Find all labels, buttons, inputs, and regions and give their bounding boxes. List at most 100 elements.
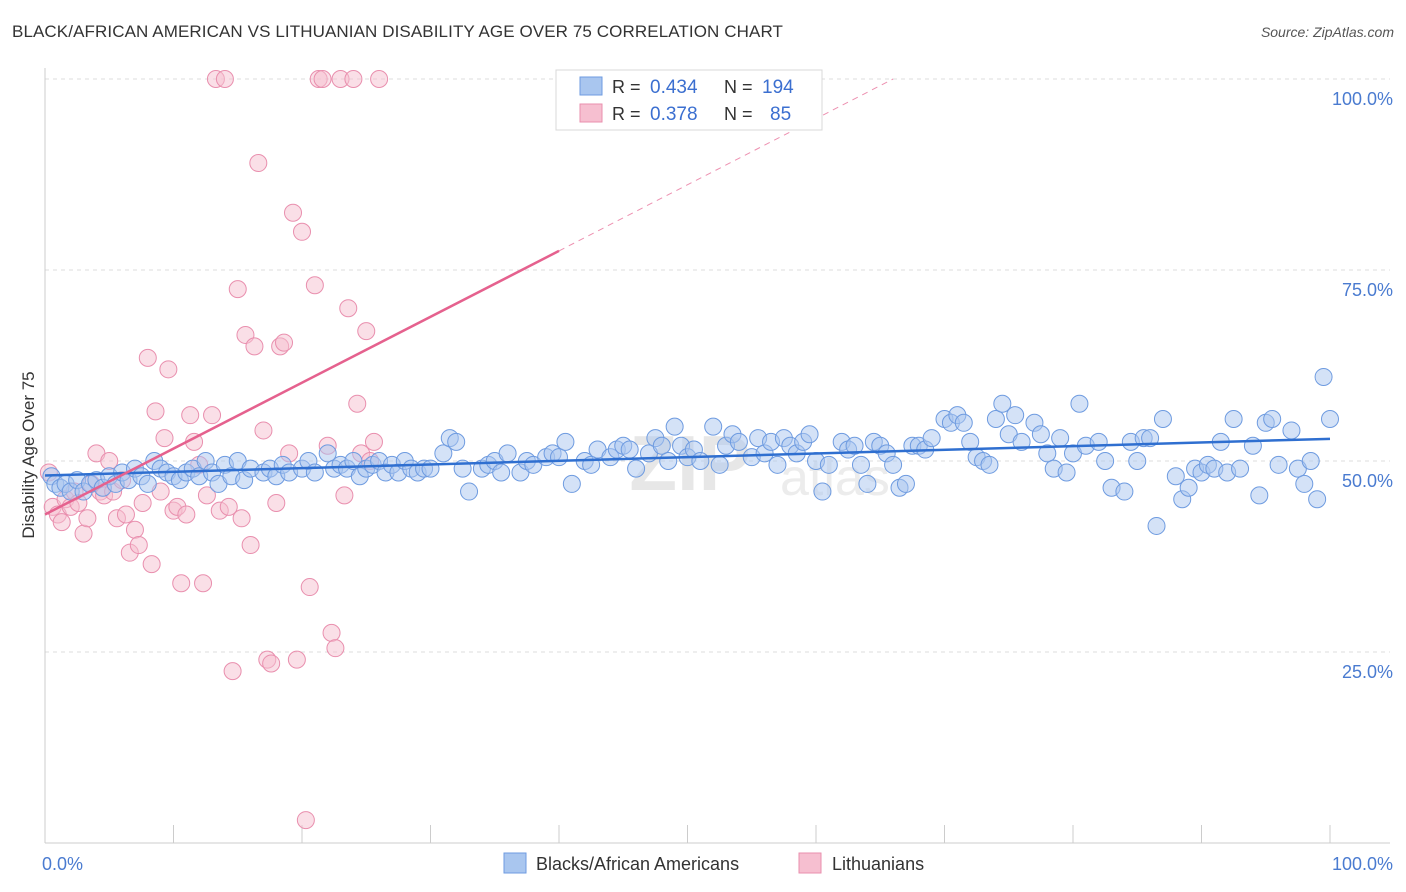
data-point: [1012, 432, 1031, 451]
data-point: [249, 154, 268, 173]
legend-blue-n-label: N =: [724, 77, 753, 97]
data-point: [1031, 425, 1050, 444]
data-point: [659, 452, 678, 470]
data-point: [768, 455, 787, 474]
data-point: [691, 452, 710, 470]
data-point: [322, 623, 341, 642]
data-point: [986, 409, 1005, 428]
data-point: [710, 455, 729, 474]
data-point: [1179, 478, 1198, 497]
data-point: [138, 474, 157, 493]
data-point: [1153, 409, 1172, 428]
data-point: [627, 459, 646, 478]
data-point: [348, 394, 367, 413]
bottom-legend-blue-swatch: [503, 852, 527, 874]
data-point: [550, 448, 568, 467]
data-point: [203, 406, 222, 425]
bottom-legend-pink-swatch: [798, 852, 822, 874]
data-point: [1096, 452, 1115, 470]
data-point: [262, 654, 281, 673]
data-point: [74, 524, 93, 543]
bottom-legend-pink-label: Lithuanians: [832, 854, 924, 874]
data-point: [1269, 455, 1288, 474]
data-point: [194, 574, 213, 593]
data-point: [896, 474, 915, 493]
x-tick-labels: 0.0% 100.0%: [42, 854, 1393, 874]
data-point: [447, 432, 466, 451]
data-point: [1128, 452, 1147, 470]
data-point: [1051, 429, 1070, 448]
data-point: [197, 486, 216, 505]
y-tick-labels: 25.0% 50.0% 75.0% 100.0%: [1332, 89, 1393, 682]
data-point: [1263, 409, 1282, 428]
data-point: [858, 474, 877, 493]
data-point: [172, 574, 191, 593]
data-point: [125, 520, 144, 539]
data-point: [1224, 409, 1243, 428]
data-point: [357, 322, 376, 341]
data-point: [219, 497, 238, 516]
data-point: [245, 337, 264, 356]
data-point: [1115, 482, 1134, 501]
data-point: [228, 280, 247, 299]
data-point: [215, 70, 234, 88]
data-point: [980, 455, 999, 474]
data-point: [318, 444, 337, 463]
blue-trend-line: [44, 437, 1331, 477]
data-point: [1301, 452, 1320, 470]
data-point: [1038, 444, 1057, 463]
data-point: [267, 494, 286, 513]
legend-box: R = 0.434 N = 194 R = 0.378 N = 85: [555, 69, 823, 131]
data-point: [1166, 467, 1185, 486]
data-point: [1295, 474, 1314, 493]
data-point: [954, 413, 973, 432]
data-point: [138, 348, 157, 367]
chart-title: BLACK/AFRICAN AMERICAN VS LITHUANIAN DIS…: [12, 22, 783, 41]
data-point: [142, 555, 161, 574]
data-point: [993, 394, 1012, 413]
data-point: [159, 360, 178, 379]
y-tick-label: 25.0%: [1342, 662, 1393, 682]
data-point: [116, 505, 135, 524]
data-point: [851, 455, 870, 474]
data-point: [232, 509, 251, 528]
grid-lines: [45, 78, 1390, 653]
data-point: [287, 650, 306, 669]
y-tick-label: 75.0%: [1342, 280, 1393, 300]
data-point: [133, 494, 152, 513]
data-point: [922, 429, 941, 448]
data-point: [1308, 490, 1327, 509]
data-point: [223, 662, 242, 681]
data-point: [275, 333, 294, 352]
data-point: [1070, 394, 1089, 413]
data-point: [370, 70, 389, 88]
blacks-points: [42, 367, 1339, 535]
data-point: [335, 486, 354, 505]
data-point: [961, 432, 980, 451]
trend-lines: [44, 78, 1331, 516]
data-point: [620, 440, 639, 459]
data-point: [729, 432, 748, 451]
y-tick-label: 50.0%: [1342, 471, 1393, 491]
bottom-legend-blue-label: Blacks/African Americans: [536, 854, 739, 874]
pink-trend-extension: [558, 78, 894, 252]
data-point: [819, 455, 838, 474]
source-label: Source: ZipAtlas.com: [1260, 24, 1394, 40]
data-point: [339, 299, 358, 318]
x-tick-label: 0.0%: [42, 854, 83, 874]
data-point: [1321, 409, 1339, 428]
data-point: [1089, 432, 1108, 451]
data-point: [364, 432, 383, 451]
data-point: [344, 70, 363, 88]
data-point: [146, 402, 165, 421]
data-point: [421, 459, 440, 478]
data-point: [845, 436, 864, 455]
data-point: [665, 417, 684, 436]
bottom-legend: Blacks/African Americans Lithuanians: [503, 852, 924, 874]
y-tick-label: 100.0%: [1332, 89, 1393, 109]
data-point: [1282, 421, 1301, 440]
y-axis-label: Disability Age Over 75: [19, 371, 38, 538]
data-point: [562, 474, 581, 493]
data-point: [704, 417, 723, 436]
